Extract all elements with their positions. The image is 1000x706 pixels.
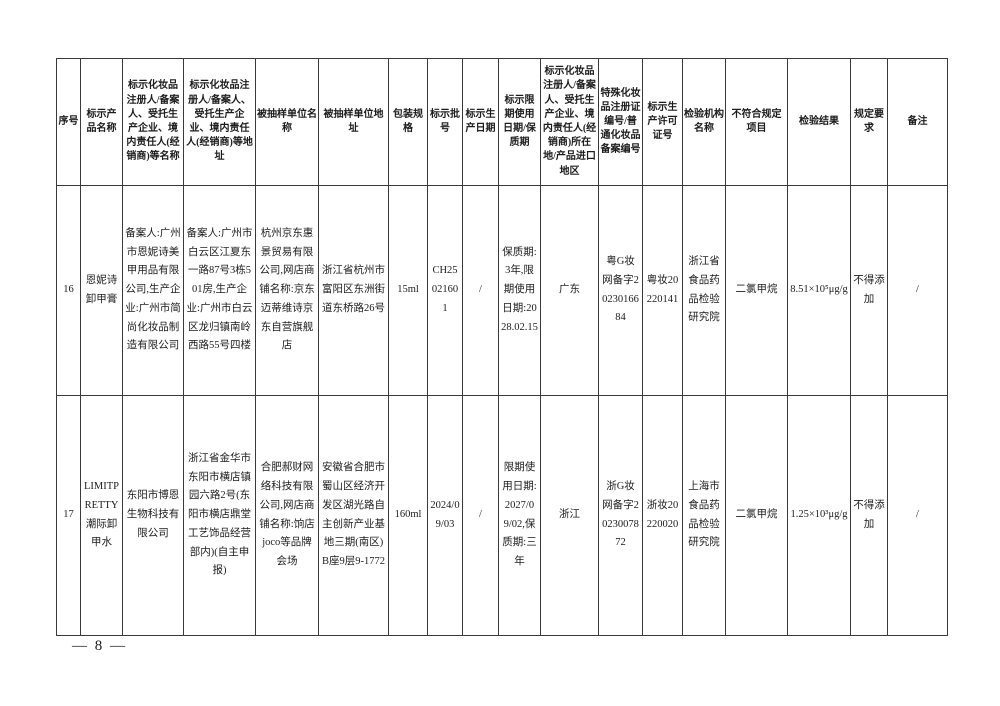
cell-registration-no: 浙G妆网备字2023007872	[598, 395, 643, 636]
table-row-17: 17 LIMITPRETTY潮际卸甲水 东阳市博恩生物科技有限公司 浙江省金华市…	[56, 395, 948, 636]
cell-serial-no: 16	[56, 185, 81, 396]
table-row-16: 16 恩妮诗卸甲膏 备案人:广州市恩妮诗美甲用品有限公司,生产企业:广州市简尚化…	[56, 185, 948, 396]
cell-inspection-agency: 上海市食品药品检验研究院	[682, 395, 726, 636]
cell-registrant-region: 广东	[540, 185, 599, 396]
col-header-remarks: 备注	[887, 58, 948, 186]
cell-remarks: /	[887, 395, 948, 636]
col-header-product-name: 标示产品名称	[80, 58, 123, 186]
cell-sampled-unit-address: 浙江省杭州市富阳区东洲街道东桥路26号	[318, 185, 389, 396]
cell-specified-requirement: 不得添加	[850, 185, 888, 396]
cell-inspection-result: 8.51×10⁵μg/g	[787, 185, 851, 396]
col-header-serial-no: 序号	[56, 58, 81, 186]
col-header-registration-no: 特殊化妆品注册证编号/普通化妆品备案编号	[598, 58, 643, 186]
cell-production-date: /	[462, 185, 499, 396]
cell-expiry-shelf-life: 保质期:3年,限期使用日期:2028.02.15	[498, 185, 541, 396]
cell-registrant-name: 东阳市博恩生物科技有限公司	[122, 395, 184, 636]
cell-batch-no: CH25021601	[427, 185, 463, 396]
cell-packaging-spec: 160ml	[388, 395, 428, 636]
cell-registrant-region: 浙江	[540, 395, 599, 636]
cell-packaging-spec: 15ml	[388, 185, 428, 396]
col-header-registrant-address: 标示化妆品注册人/备案人、受托生产企业、境内责任人(经销商)等地址	[183, 58, 256, 186]
col-header-expiry-shelf-life: 标示限期使用日期/保质期	[498, 58, 541, 186]
cell-registration-no: 粤G妆网备字2023016684	[598, 185, 643, 396]
cell-registrant-address: 备案人:广州市白云区江夏东一路87号3栋501房,生产企业:广州市白云区龙归镇南…	[183, 185, 256, 396]
cell-sampled-unit-name: 合肥郝财网络科技有限公司,网店商铺名称:饷店joco等品牌会场	[255, 395, 319, 636]
cell-product-name: 恩妮诗卸甲膏	[80, 185, 123, 396]
cell-expiry-shelf-life: 限期使用日期:2027/09/02,保质期:三年	[498, 395, 541, 636]
col-header-sampled-unit-address: 被抽样单位地址	[318, 58, 389, 186]
col-header-sampled-unit-name: 被抽样单位名称	[255, 58, 319, 186]
cell-production-license-no: 浙妆20220020	[642, 395, 683, 636]
col-header-registrant-region: 标示化妆品注册人/备案人、受托生产企业、境内责任人(经销商)所在地/产品进口地区	[540, 58, 599, 186]
cell-inspection-agency: 浙江省食品药品检验研究院	[682, 185, 726, 396]
col-header-production-license-no: 标示生产许可证号	[642, 58, 683, 186]
cell-production-date: /	[462, 395, 499, 636]
col-header-inspection-result: 检验结果	[787, 58, 851, 186]
cell-remarks: /	[887, 185, 948, 396]
cell-serial-no: 17	[56, 395, 81, 636]
table-header-row: 序号 标示产品名称 标示化妆品注册人/备案人、受托生产企业、境内责任人(经销商)…	[56, 58, 948, 186]
col-header-specified-requirement: 规定要求	[850, 58, 888, 186]
cell-nonconforming-item: 二氯甲烷	[725, 395, 788, 636]
cell-registrant-address: 浙江省金华市东阳市横店镇园六路2号(东阳市横店鼎堂工艺饰品经营部内)(自主申报)	[183, 395, 256, 636]
cell-production-license-no: 粤妆20220141	[642, 185, 683, 396]
col-header-registrant-name: 标示化妆品注册人/备案人、受托生产企业、境内责任人(经销商)等名称	[122, 58, 184, 186]
cell-nonconforming-item: 二氯甲烷	[725, 185, 788, 396]
col-header-batch-no: 标示批号	[427, 58, 463, 186]
col-header-inspection-agency: 检验机构名称	[682, 58, 726, 186]
cell-sampled-unit-name: 杭州京东惠景贸易有限公司,网店商铺名称:京东迈蒂维诗京东自营旗舰店	[255, 185, 319, 396]
col-header-packaging-spec: 包装规格	[388, 58, 428, 186]
cosmetics-inspection-table: 序号 标示产品名称 标示化妆品注册人/备案人、受托生产企业、境内责任人(经销商)…	[56, 58, 948, 636]
cell-registrant-name: 备案人:广州市恩妮诗美甲用品有限公司,生产企业:广州市简尚化妆品制造有限公司	[122, 185, 184, 396]
page-number: — 8 —	[72, 638, 127, 654]
col-header-production-date: 标示生产日期	[462, 58, 499, 186]
cell-sampled-unit-address: 安徽省合肥市蜀山区经济开发区湖光路自主创新产业基地三期(南区)B座9层9-177…	[318, 395, 389, 636]
cell-specified-requirement: 不得添加	[850, 395, 888, 636]
col-header-nonconforming-item: 不符合规定项目	[725, 58, 788, 186]
cell-batch-no: 2024/09/03	[427, 395, 463, 636]
cell-inspection-result: 1.25×10³μg/g	[787, 395, 851, 636]
cell-product-name: LIMITPRETTY潮际卸甲水	[80, 395, 123, 636]
